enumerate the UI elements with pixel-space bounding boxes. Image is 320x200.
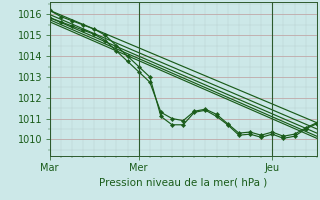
X-axis label: Pression niveau de la mer( hPa ): Pression niveau de la mer( hPa ) <box>99 177 267 187</box>
